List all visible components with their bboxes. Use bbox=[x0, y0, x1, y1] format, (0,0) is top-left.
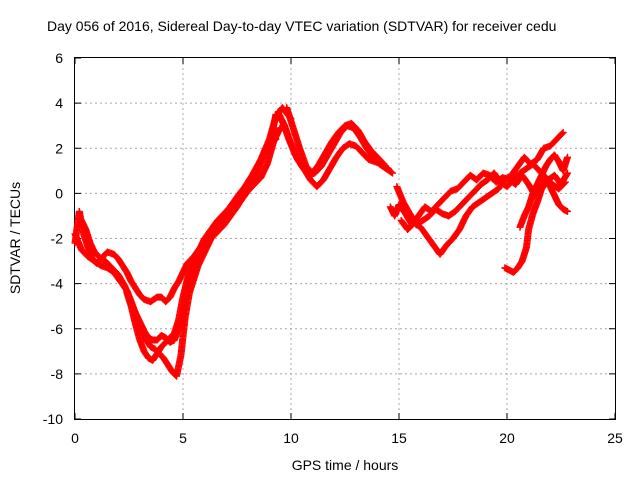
y-axis-tick-labels: -10 -8 -6 -4 -2 0 2 4 6 bbox=[43, 50, 63, 427]
y-tick-label: -2 bbox=[51, 231, 64, 247]
x-tick-label: 0 bbox=[71, 430, 79, 446]
chart-title: Day 056 of 2016, Sidereal Day-to-day VTE… bbox=[47, 18, 556, 34]
x-tick-label: 15 bbox=[391, 430, 407, 446]
x-tick-label: 10 bbox=[283, 430, 299, 446]
data-point bbox=[563, 153, 571, 161]
y-tick-label: 4 bbox=[55, 95, 63, 111]
data-point bbox=[384, 165, 392, 173]
x-tick-label: 20 bbox=[499, 430, 515, 446]
y-tick-label: 6 bbox=[55, 50, 63, 66]
data-point bbox=[257, 174, 265, 182]
y-axis-label: SDTVAR / TECUs bbox=[7, 182, 23, 294]
y-tick-label: -10 bbox=[43, 411, 63, 427]
data-series bbox=[283, 104, 388, 177]
axis-ticks bbox=[74, 57, 616, 420]
y-tick-label: -8 bbox=[51, 366, 64, 382]
data-point bbox=[380, 160, 388, 168]
y-tick-label: -4 bbox=[51, 276, 64, 292]
data-point bbox=[389, 169, 397, 177]
data-series bbox=[516, 151, 571, 231]
data-point bbox=[561, 178, 569, 186]
y-tick-label: -6 bbox=[51, 321, 64, 337]
data-point bbox=[558, 129, 566, 137]
data-point bbox=[559, 128, 567, 136]
data-point bbox=[563, 207, 571, 215]
x-axis-tick-labels: 0 5 10 15 20 25 bbox=[71, 430, 623, 446]
data-point bbox=[256, 174, 264, 182]
data-point bbox=[387, 168, 395, 176]
grid-lines bbox=[75, 58, 615, 419]
data-point bbox=[563, 169, 571, 177]
x-axis-label: GPS time / hours bbox=[292, 457, 399, 473]
data-point bbox=[379, 159, 387, 167]
y-tick-label: 2 bbox=[55, 140, 63, 156]
x-tick-label: 25 bbox=[607, 430, 623, 446]
data-series-group bbox=[71, 104, 571, 380]
data-series bbox=[393, 160, 569, 229]
data-series bbox=[397, 128, 567, 258]
data-series bbox=[77, 135, 280, 380]
data-point bbox=[560, 179, 568, 187]
x-tick-label: 5 bbox=[179, 430, 187, 446]
data-series bbox=[123, 174, 265, 364]
data-series bbox=[501, 176, 571, 276]
y-tick-label: 0 bbox=[55, 185, 63, 201]
data-point bbox=[383, 164, 391, 172]
